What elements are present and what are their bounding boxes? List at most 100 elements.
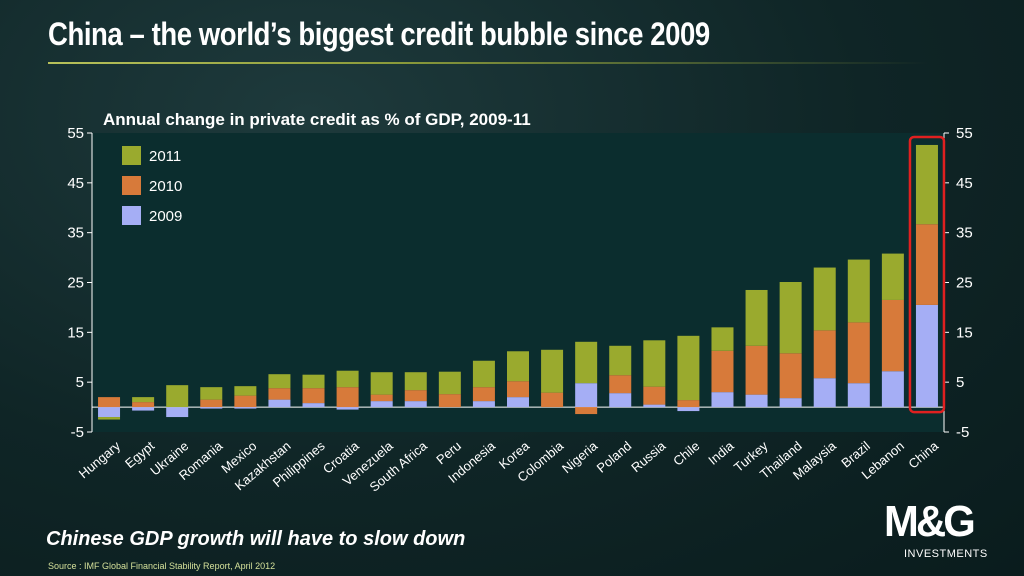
- bar-2011: [609, 345, 632, 376]
- bar-2010: [881, 299, 904, 372]
- bar-2011: [541, 349, 564, 393]
- bar-2010: [813, 330, 836, 379]
- bar-2009: [268, 399, 291, 408]
- bar-2010: [370, 394, 393, 402]
- x-tick-label: Chile: [670, 438, 702, 469]
- bar-2009: [745, 394, 768, 408]
- x-tick-label: Hungary: [76, 438, 124, 481]
- bar-2011: [915, 144, 938, 225]
- bar-2009: [609, 393, 632, 408]
- y-tick-label-right: 15: [956, 324, 973, 341]
- bar-2010: [98, 397, 121, 408]
- bar-2010: [438, 394, 461, 408]
- x-tick-label: China: [905, 438, 941, 472]
- bar-2010: [677, 400, 700, 408]
- bar-2011: [643, 340, 666, 387]
- bar-2011: [881, 253, 904, 300]
- y-tick-label-left: 45: [67, 175, 84, 192]
- y-tick-label-right: 45: [956, 175, 973, 192]
- bar-2009: [166, 407, 189, 418]
- x-tick-label: Nigeria: [559, 438, 601, 476]
- bar-2011: [234, 386, 257, 396]
- bar-2010: [541, 392, 564, 408]
- bar-2009: [200, 407, 223, 409]
- y-tick-label-left: 25: [67, 275, 84, 292]
- bar-2010: [575, 407, 598, 415]
- bar-2010: [472, 387, 495, 402]
- bar-2010: [779, 353, 802, 399]
- bar-2009: [370, 401, 393, 408]
- bar-2011: [98, 417, 121, 420]
- legend-swatch-2009: [122, 206, 141, 225]
- bar-2009: [847, 383, 870, 408]
- bar-2011: [370, 372, 393, 395]
- y-tick-label-right: 55: [956, 125, 973, 142]
- bar-2010: [132, 402, 155, 408]
- bar-2009: [881, 371, 904, 408]
- bar-2009: [813, 378, 836, 408]
- legend-label-2011: 2011: [149, 148, 181, 165]
- title-underline: [48, 62, 928, 64]
- bar-2009: [643, 404, 666, 408]
- bar-2011: [847, 259, 870, 323]
- bar-2011: [268, 374, 291, 389]
- bar-2011: [472, 360, 495, 388]
- bar-2009: [472, 401, 495, 408]
- bar-2010: [507, 381, 529, 398]
- bar-2011: [745, 289, 768, 346]
- bar-2009: [98, 407, 121, 418]
- y-tick-label-left: 15: [67, 324, 84, 341]
- bar-2009: [915, 304, 938, 408]
- bar-2010: [302, 388, 325, 404]
- y-tick-label-right: 5: [956, 374, 964, 391]
- legend-swatch-2010: [122, 176, 141, 195]
- bar-2011: [166, 385, 189, 408]
- bar-2011: [404, 372, 427, 391]
- y-tick-label-left: 55: [67, 125, 84, 142]
- legend-label-2010: 2010: [149, 178, 182, 195]
- bar-2010: [847, 322, 870, 384]
- bar-2009: [132, 407, 155, 411]
- bar-2011: [302, 374, 325, 389]
- bar-2009: [336, 407, 359, 410]
- bar-2010: [711, 350, 734, 393]
- bar-2009: [677, 407, 700, 412]
- legend-swatch-2011: [122, 146, 141, 165]
- legend-label-2009: 2009: [149, 208, 182, 225]
- bar-2009: [507, 397, 529, 408]
- bar-2009: [234, 407, 257, 409]
- source-note: Source : IMF Global Financial Stability …: [48, 561, 276, 571]
- y-tick-label-left: 35: [67, 225, 84, 242]
- bar-2011: [507, 351, 529, 382]
- bar-2011: [779, 282, 802, 354]
- bar-2009: [779, 398, 802, 408]
- y-tick-label-right: -5: [956, 424, 969, 441]
- logo-tagline: INVESTMENTS: [904, 548, 988, 560]
- bar-2010: [745, 345, 768, 395]
- bar-2011: [200, 387, 223, 400]
- bar-2011: [438, 371, 461, 395]
- bar-2010: [200, 399, 223, 408]
- bar-2011: [336, 370, 359, 388]
- bar-2009: [575, 383, 598, 408]
- bar-2010: [404, 390, 427, 402]
- y-tick-label-right: 25: [956, 275, 973, 292]
- x-tick-label: Russia: [628, 438, 669, 476]
- bar-2009: [711, 392, 734, 408]
- bar-2011: [711, 327, 734, 351]
- bar-2010: [336, 387, 359, 408]
- chart-title: Annual change in private credit as % of …: [103, 110, 531, 129]
- x-tick-label: Poland: [594, 438, 635, 476]
- bar-2010: [643, 386, 666, 405]
- china-highlight-box: [908, 135, 946, 414]
- bar-2011: [132, 397, 155, 403]
- slide-title: China – the world’s biggest credit bubbl…: [48, 16, 710, 52]
- bar-2010: [268, 388, 291, 400]
- y-tick-label-left: 5: [76, 374, 84, 391]
- y-tick-label-left: -5: [71, 424, 84, 441]
- bar-2011: [813, 267, 836, 331]
- bar-2010: [915, 224, 938, 305]
- bar-2010: [234, 395, 257, 408]
- bar-2011: [677, 335, 700, 401]
- mg-investments-logo: M&G INVESTMENTS: [884, 498, 1008, 564]
